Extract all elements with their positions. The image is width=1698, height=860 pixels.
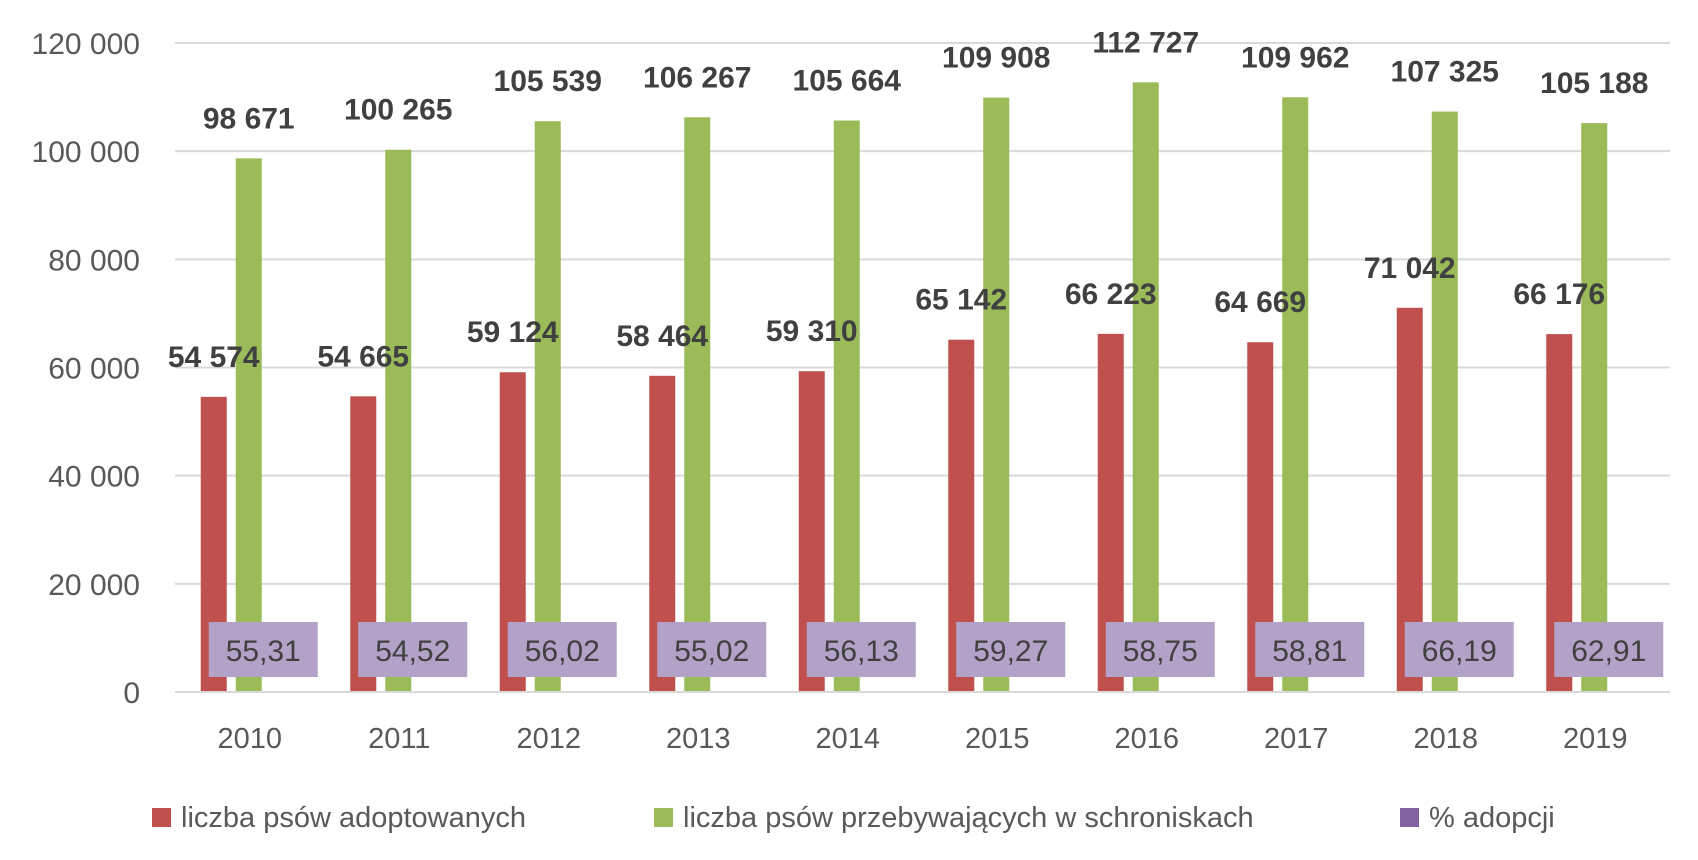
- x-tick-label: 2018: [1413, 723, 1478, 755]
- y-tick-label: 60 000: [48, 353, 140, 386]
- value-label-adopted: 59 310: [766, 315, 858, 348]
- value-label-adopted: 58 464: [616, 320, 708, 353]
- data-labels: 54 574 98 671 55,31 54 665 100 265 54,52 59 12…: [168, 26, 1664, 677]
- x-tick-label: 2016: [1114, 723, 1179, 755]
- value-label-sheltered: 109 962: [1241, 41, 1349, 74]
- pct-box: [1105, 622, 1215, 677]
- pct-label: 58,75: [1123, 635, 1198, 668]
- x-tick-label: 2012: [516, 723, 581, 755]
- y-tick-label: 100 000: [32, 136, 140, 169]
- y-tick-label: 20 000: [48, 569, 140, 602]
- value-label-adopted: 54 574: [168, 341, 260, 374]
- y-tick-label: 40 000: [48, 461, 140, 494]
- value-label-sheltered: 100 265: [344, 94, 452, 127]
- grid: [175, 42, 1670, 693]
- pct-box: [956, 622, 1066, 677]
- pct-box: [358, 622, 468, 677]
- pct-box: [208, 622, 318, 677]
- pct-label: 55,02: [674, 635, 749, 668]
- pct-label: 54,52: [375, 635, 450, 668]
- pct-box: [1404, 622, 1514, 677]
- legend-label: liczba psów przebywających w schroniskac…: [683, 802, 1254, 834]
- x-tick-label: 2014: [815, 723, 880, 755]
- value-label-sheltered: 105 188: [1540, 67, 1648, 100]
- pct-box: [1255, 622, 1365, 677]
- bar-sheltered: [235, 158, 262, 692]
- x-tick-label: 2017: [1264, 723, 1329, 755]
- legend-swatch: [1400, 808, 1419, 827]
- value-label-adopted: 66 176: [1513, 278, 1605, 311]
- pct-label: 58,81: [1272, 635, 1347, 668]
- legend-label: % adopcji: [1429, 802, 1555, 834]
- value-label-sheltered: 109 908: [942, 42, 1050, 75]
- legend: liczba psów adoptowanych liczba psów prze…: [152, 802, 1555, 834]
- bar-sheltered: [833, 120, 860, 692]
- x-tick-label: 2015: [965, 723, 1030, 755]
- y-tick-label: 120 000: [32, 28, 140, 61]
- pct-label: 56,13: [824, 635, 899, 668]
- bar-sheltered: [534, 121, 561, 693]
- pct-label: 62,91: [1571, 635, 1646, 668]
- bar-sheltered: [385, 149, 412, 692]
- legend-label: liczba psów adoptowanych: [181, 802, 526, 834]
- bar-sheltered: [684, 117, 711, 692]
- value-label-adopted: 71 042: [1364, 252, 1456, 285]
- x-tick-label: 2010: [217, 723, 282, 755]
- value-label-adopted: 59 124: [467, 316, 559, 349]
- bar-sheltered: [1581, 123, 1608, 693]
- value-label-sheltered: 107 325: [1391, 56, 1499, 89]
- value-label-adopted: 64 669: [1214, 286, 1306, 319]
- y-tick-label: 80 000: [48, 244, 140, 277]
- pct-label: 56,02: [525, 635, 600, 668]
- value-label-sheltered: 98 671: [203, 102, 295, 135]
- pct-label: 66,19: [1422, 635, 1497, 668]
- x-tick-label: 2011: [368, 723, 430, 755]
- x-tick-label: 2019: [1563, 723, 1628, 755]
- pct-box: [1554, 622, 1664, 677]
- pct-box: [507, 622, 617, 677]
- bar-sheltered: [1132, 82, 1159, 692]
- bars: [200, 82, 1608, 693]
- value-label-sheltered: 106 267: [643, 61, 751, 94]
- bar-sheltered: [1431, 111, 1458, 692]
- axes: 0 20 000 40 000 60 000 80 000 100 000 120 000 2…: [32, 28, 1670, 755]
- bar-sheltered: [983, 97, 1010, 692]
- value-label-adopted: 54 665: [317, 340, 409, 373]
- pct-box: [657, 622, 767, 677]
- value-label-sheltered: 112 727: [1092, 26, 1199, 59]
- value-label-sheltered: 105 539: [494, 65, 602, 98]
- pct-label: 59,27: [973, 635, 1048, 668]
- pct-label: 55,31: [226, 635, 301, 668]
- legend-swatch: [152, 808, 171, 827]
- y-tick-label: 0: [123, 677, 140, 710]
- pct-box: [806, 622, 916, 677]
- value-label-sheltered: 105 664: [793, 65, 902, 98]
- value-label-adopted: 66 223: [1065, 278, 1157, 311]
- legend-swatch: [654, 808, 673, 827]
- bar-sheltered: [1282, 97, 1309, 693]
- x-tick-label: 2013: [666, 723, 731, 755]
- value-label-adopted: 65 142: [915, 284, 1007, 317]
